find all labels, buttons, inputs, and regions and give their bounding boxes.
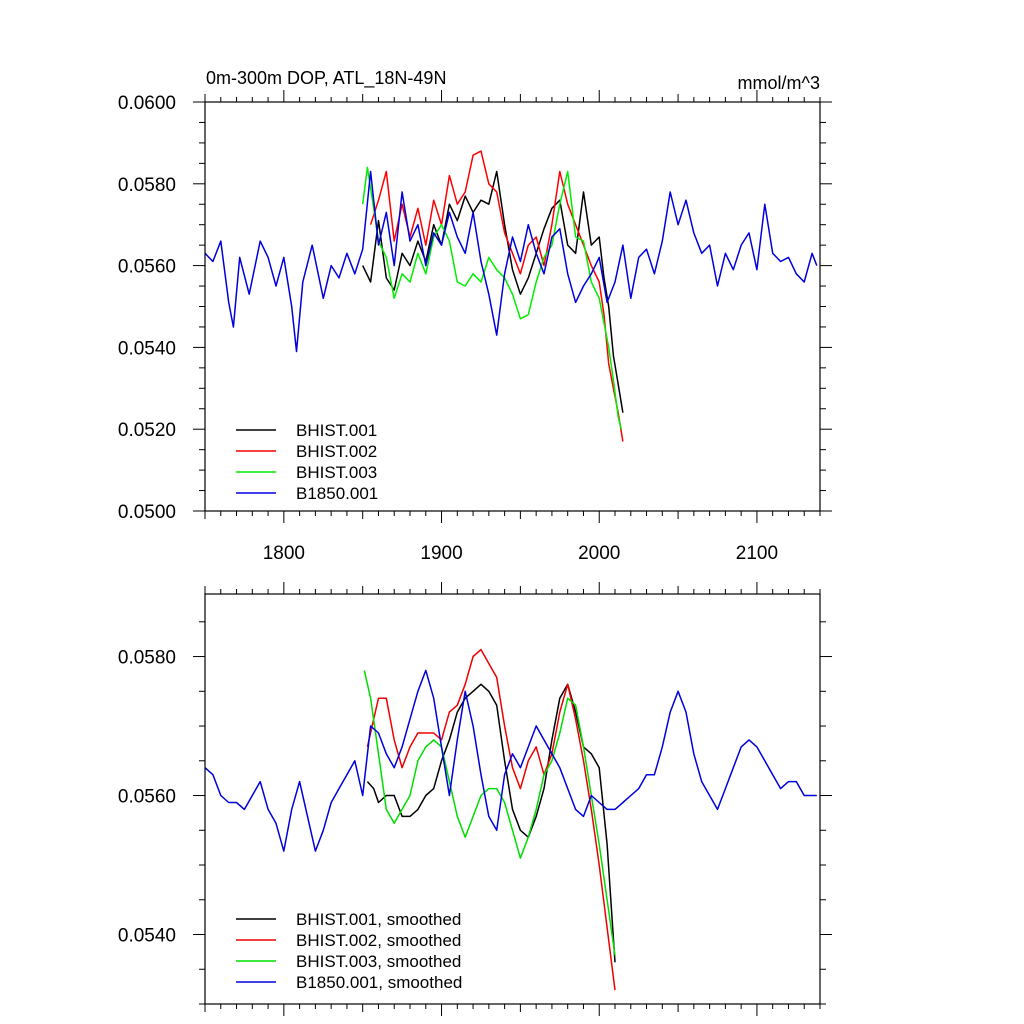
top-legend-label: BHIST.002: [296, 442, 377, 461]
bottom-legend-label: BHIST.003, smoothed: [296, 952, 461, 971]
bottom-ticks: 0.0540 0.0560 0.0580: [118, 582, 832, 1016]
top-series-line-0: [362, 170, 624, 413]
top-xtick-label: 2100: [736, 543, 778, 564]
bottom-ytick-label: 0.0560: [118, 787, 176, 808]
top-series-lines: [204, 150, 818, 442]
top-legend-label: BHIST.001: [296, 421, 377, 440]
bottom-plot-frame: [204, 593, 821, 1005]
bottom-legend-label: BHIST.002, smoothed: [296, 931, 461, 950]
top-ytick-label: 0.0580: [118, 175, 176, 196]
top-xtick-label: 1800: [263, 543, 305, 564]
top-xtick-label: 2000: [578, 543, 620, 564]
top-ytick-label: 0.0600: [118, 93, 176, 114]
bottom-legend-label: B1850.001, smoothed: [296, 973, 462, 992]
bottom-series-line-1: [366, 648, 616, 991]
top-series-line-1: [369, 150, 624, 442]
bottom-ytick-label: 0.0540: [118, 926, 176, 947]
top-panel: 1800 1900 2000 2100 0.0500 0.0520 0.0540 0.0560…: [118, 68, 832, 564]
top-series-line-3: [204, 170, 818, 353]
top-ytick-label: 0.0500: [118, 502, 176, 523]
top-chart-units: mmol/m^3: [738, 73, 820, 93]
top-ticks: 1800 1900 2000 2100 0.0500 0.0520 0.0540 0.0560…: [118, 90, 832, 564]
bottom-series-lines: [204, 648, 817, 991]
top-legend-label: BHIST.003: [296, 463, 377, 482]
top-ytick-label: 0.0560: [118, 257, 176, 278]
bottom-ytick-label: 0.0580: [118, 648, 176, 669]
top-ytick-label: 0.0540: [118, 338, 176, 359]
bottom-legend-label: BHIST.001, smoothed: [296, 910, 461, 929]
bottom-series-line-3: [204, 669, 817, 852]
top-chart-title: 0m-300m DOP, ATL_18N-49N: [206, 68, 446, 89]
bottom-series-line-2: [363, 670, 616, 956]
top-xtick-label: 1900: [420, 543, 462, 564]
bottom-legend: BHIST.001, smoothed BHIST.002, smoothed BH…: [236, 910, 462, 992]
top-series-line-2: [361, 166, 623, 430]
top-legend: BHIST.001 BHIST.002 BHIST.003 B1850.001: [236, 421, 378, 503]
top-legend-label: B1850.001: [296, 484, 378, 503]
top-ytick-label: 0.0520: [118, 420, 176, 441]
